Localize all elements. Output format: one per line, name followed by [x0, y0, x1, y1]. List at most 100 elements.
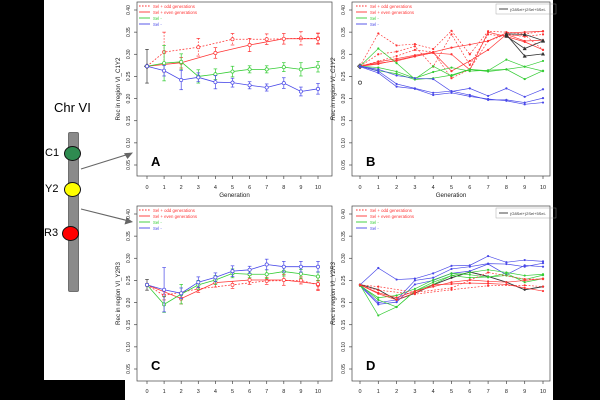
svg-text:10: 10	[315, 389, 321, 395]
svg-text:0.05: 0.05	[341, 160, 347, 170]
svg-text:3: 3	[197, 389, 200, 395]
legend-black: (G8Sel+)2Sel+5Sel-	[495, 207, 557, 219]
svg-text:9: 9	[523, 185, 526, 191]
y-axis-label: Rec in region VI_Y2R3	[330, 261, 337, 325]
panel-c-chart: 0.05 0.10 0.15 0.20 0.25 0.30 0.35 0.40 0 1 2 3 4 5 6 7…	[115, 205, 333, 395]
svg-text:Sel -: Sel -	[153, 22, 162, 27]
figure-background	[44, 0, 553, 380]
svg-text:Sel + even generations: Sel + even generations	[370, 10, 414, 15]
svg-text:0.10: 0.10	[126, 342, 132, 352]
svg-text:(G8Sel+)2Sel+5Sel-: (G8Sel+)2Sel+5Sel-	[510, 7, 546, 12]
series-blue-rep1	[358, 254, 545, 286]
svg-text:0: 0	[358, 185, 361, 191]
svg-text:Sel + even generations: Sel + even generations	[153, 214, 197, 219]
svg-text:0.10: 0.10	[341, 342, 347, 352]
x-axis-label: Generation	[436, 192, 467, 199]
marker-y2-dot	[64, 182, 81, 197]
series-sel-minus-green	[145, 45, 320, 84]
svg-text:7: 7	[487, 185, 490, 191]
svg-text:Sel -: Sel -	[370, 16, 379, 21]
panel-a-chart: 0.05 0.10 0.15 0.20 0.25 0.30 0.35 0.40 0 1 2 3 4 5 6 7…	[115, 1, 333, 199]
svg-text:4: 4	[432, 389, 435, 395]
svg-text:8: 8	[282, 389, 285, 395]
svg-text:0.25: 0.25	[341, 71, 347, 81]
svg-text:0.35: 0.35	[341, 231, 347, 241]
series-odd-rep2	[358, 33, 545, 68]
marker-y2-label: Y2	[45, 183, 59, 195]
svg-text:0.15: 0.15	[341, 320, 347, 330]
axes: 0.05 0.10 0.15 0.20 0.25 0.30 0.35 0.40 0 1 2 3 4 5 6 7…	[330, 205, 551, 395]
svg-text:2: 2	[180, 185, 183, 191]
chromosome-arrows	[80, 152, 133, 225]
svg-text:0.40: 0.40	[126, 209, 132, 219]
panel-b-chart: 0.05 0.10 0.15 0.20 0.25 0.30 0.35 0.40 0 1 2 3 4 5 6 7…	[330, 1, 557, 199]
svg-text:8: 8	[505, 389, 508, 395]
svg-text:0.30: 0.30	[341, 49, 347, 59]
svg-text:0.25: 0.25	[126, 275, 132, 285]
svg-text:0.30: 0.30	[126, 253, 132, 263]
svg-text:10: 10	[540, 389, 546, 395]
svg-text:8: 8	[505, 185, 508, 191]
svg-text:0.25: 0.25	[341, 275, 347, 285]
svg-text:9: 9	[299, 185, 302, 191]
svg-text:7: 7	[265, 389, 268, 395]
svg-text:Sel -: Sel -	[153, 16, 162, 21]
series-sel-minus-blue	[145, 64, 320, 97]
svg-text:Sel -: Sel -	[153, 226, 162, 231]
y-axis-label: Rec in region VI_C1Y2	[115, 57, 122, 121]
svg-text:0.40: 0.40	[341, 209, 347, 219]
svg-text:2: 2	[395, 389, 398, 395]
svg-text:(G8Sel+)2Sel+5Sel-: (G8Sel+)2Sel+5Sel-	[510, 211, 546, 216]
series-red-odd-rep2	[358, 284, 545, 296]
figure-background-bottom	[125, 380, 553, 400]
svg-text:Sel -: Sel -	[370, 22, 379, 27]
svg-text:7: 7	[265, 185, 268, 191]
svg-text:1: 1	[163, 389, 166, 395]
svg-text:0.05: 0.05	[341, 364, 347, 374]
svg-text:0.30: 0.30	[341, 253, 347, 263]
svg-text:0.25: 0.25	[126, 71, 132, 81]
svg-text:Sel + even generations: Sel + even generations	[370, 214, 414, 219]
svg-text:0.05: 0.05	[126, 160, 132, 170]
svg-text:5: 5	[231, 389, 234, 395]
svg-text:0.10: 0.10	[341, 138, 347, 148]
y-axis-label: Rec in region VI_C1Y2	[330, 57, 337, 121]
svg-text:6: 6	[468, 389, 471, 395]
panel-letter: B	[366, 154, 375, 169]
svg-text:3: 3	[413, 389, 416, 395]
svg-text:0.20: 0.20	[126, 297, 132, 307]
svg-text:0.20: 0.20	[341, 93, 347, 103]
svg-text:10: 10	[540, 185, 546, 191]
svg-text:6: 6	[468, 185, 471, 191]
x-axis-label: Generation	[219, 192, 250, 199]
marker-c1-label: C1	[45, 147, 60, 159]
panel-letter: A	[151, 154, 161, 169]
series-red-even-rep2	[358, 281, 545, 302]
svg-text:Sel + odd generations: Sel + odd generations	[370, 4, 412, 9]
svg-text:2: 2	[180, 389, 183, 395]
series-blue-rep3	[358, 65, 545, 106]
arrow-to-panel-a	[80, 152, 133, 170]
arrow-to-panel-c	[80, 208, 133, 225]
svg-text:0.20: 0.20	[341, 297, 347, 307]
svg-text:5: 5	[450, 389, 453, 395]
svg-text:0.35: 0.35	[126, 231, 132, 241]
series-even-rep3	[358, 31, 545, 71]
marker-r3-dot	[62, 226, 79, 241]
axes: 0.05 0.10 0.15 0.20 0.25 0.30 0.35 0.40 0 1 2 3 4 5 6 7…	[330, 1, 551, 199]
svg-text:0: 0	[145, 389, 148, 395]
svg-text:1: 1	[163, 185, 166, 191]
svg-text:3: 3	[197, 185, 200, 191]
axes: 0.05 0.10 0.15 0.20 0.25 0.30 0.35 0.40 0 1 2 3 4 5 6 7…	[115, 205, 333, 395]
chromosome-diagram: Chr VI C1 Y2 R3	[44, 0, 125, 380]
svg-text:1: 1	[377, 185, 380, 191]
svg-text:0.35: 0.35	[126, 27, 132, 37]
svg-text:0: 0	[358, 389, 361, 395]
svg-text:6: 6	[248, 185, 251, 191]
svg-text:4: 4	[214, 185, 217, 191]
svg-text:0.40: 0.40	[341, 5, 347, 15]
svg-text:6: 6	[248, 389, 251, 395]
svg-text:0.30: 0.30	[126, 49, 132, 59]
svg-text:0.20: 0.20	[126, 93, 132, 103]
